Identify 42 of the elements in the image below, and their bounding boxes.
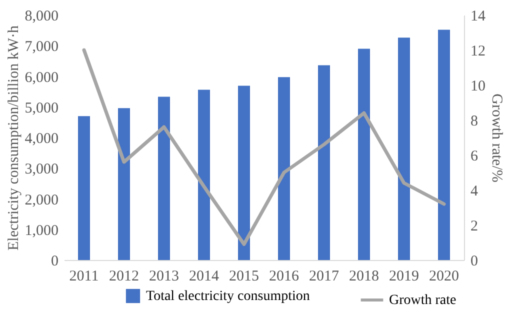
x-tick-label: 2011 — [69, 268, 99, 284]
y-tick-label: 5,000 — [24, 100, 58, 116]
line-series — [82, 48, 446, 246]
x-tick-label: 2013 — [149, 268, 179, 284]
bar — [398, 38, 410, 260]
x-tick-label: 2016 — [269, 268, 300, 284]
y-tick-label: 7,000 — [24, 39, 58, 56]
y2-tick-label: 0 — [470, 254, 478, 270]
x-tick-label: 2012 — [109, 268, 139, 284]
bar — [238, 86, 250, 260]
bar — [198, 90, 210, 260]
y-tick-label: 4,000 — [24, 131, 58, 147]
y2-tick-label: 4 — [470, 184, 478, 200]
bar — [78, 116, 90, 260]
y-tick-label: 0 — [51, 254, 58, 270]
y-axis-title: Electricity consumption/billion kW·h — [6, 25, 22, 250]
bar — [358, 48, 370, 260]
legend-label: Total electricity consumption — [146, 289, 310, 304]
y2-axis-title: Growth rate/% — [488, 94, 504, 182]
x-tick-label: 2017 — [309, 268, 340, 284]
y-tick-label: 2,000 — [24, 192, 58, 208]
bar — [158, 96, 170, 260]
y2-tick-label: 10 — [470, 78, 486, 94]
bar — [318, 65, 330, 260]
x-tick-label: 2014 — [189, 268, 220, 284]
y-tick-label: 1,000 — [24, 222, 58, 239]
y2-tick-label: 14 — [470, 8, 486, 24]
bar — [438, 30, 450, 260]
y2-tick-label: 2 — [470, 218, 478, 234]
x-tick-label: 2019 — [389, 268, 419, 284]
y2-tick-label: 8 — [470, 114, 478, 130]
y-tick-label: 3,000 — [24, 162, 58, 178]
x-tick-label: 2020 — [429, 268, 459, 284]
legend-label: Growth rate — [389, 293, 456, 308]
bar — [118, 108, 130, 260]
y2-tick-label: 6 — [470, 148, 478, 164]
bar — [278, 77, 290, 260]
x-tick-label: 2018 — [349, 268, 379, 284]
y-tick-label: 8,000 — [24, 8, 58, 24]
y-tick-label: 6,000 — [24, 70, 58, 86]
x-tick-label: 2015 — [229, 268, 259, 284]
y2-tick-label: 12 — [470, 44, 486, 60]
